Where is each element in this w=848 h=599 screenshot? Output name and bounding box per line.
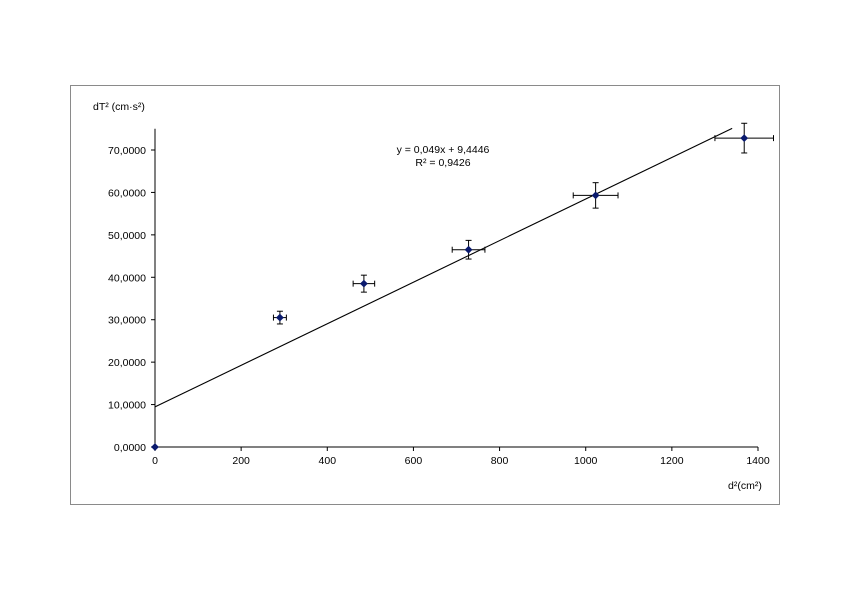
data-points <box>151 134 749 451</box>
y-axis-title: dT² (cm·s²) <box>93 101 145 113</box>
axes <box>154 128 758 448</box>
y-tick-label: 60,0000 <box>108 187 146 199</box>
x-tick-label: 1400 <box>746 455 770 467</box>
data-point <box>464 245 473 254</box>
y-tick-label: 0,0000 <box>114 442 146 454</box>
y-tick-label: 20,0000 <box>108 357 146 369</box>
chart-frame <box>70 85 780 505</box>
y-ticks: 0,0000 10,0000 20,0000 30,0000 40,0000 50,000… <box>108 145 155 454</box>
data-point <box>151 443 159 451</box>
x-tick-label: 600 <box>405 455 423 467</box>
data-point <box>591 191 600 200</box>
x-tick-label: 1000 <box>574 455 598 467</box>
trendline <box>154 127 733 408</box>
y-tick-label: 70,0000 <box>108 145 146 157</box>
x-tick-label: 800 <box>491 455 509 467</box>
x-tick-label: 1200 <box>660 455 684 467</box>
x-tick-label: 400 <box>319 455 337 467</box>
x-axis-title: d²(cm²) <box>728 480 762 492</box>
y-tick-label: 10,0000 <box>108 400 146 412</box>
data-point <box>275 313 284 322</box>
error-bars <box>272 122 775 325</box>
y-tick-label: 50,0000 <box>108 230 146 242</box>
x-tick-label: 200 <box>232 455 250 467</box>
data-point <box>359 279 368 288</box>
y-tick-label: 30,0000 <box>108 315 146 327</box>
x-tick-label: 0 <box>152 455 158 467</box>
trendline-equation: y = 0,049x + 9,4446 <box>397 144 490 156</box>
x-ticks: 0 200 400 600 800 1000 1200 1400 <box>152 447 770 467</box>
y-tick-label: 40,0000 <box>108 272 146 284</box>
data-point <box>740 134 749 143</box>
r-squared-label: R² = 0,9426 <box>415 157 470 169</box>
